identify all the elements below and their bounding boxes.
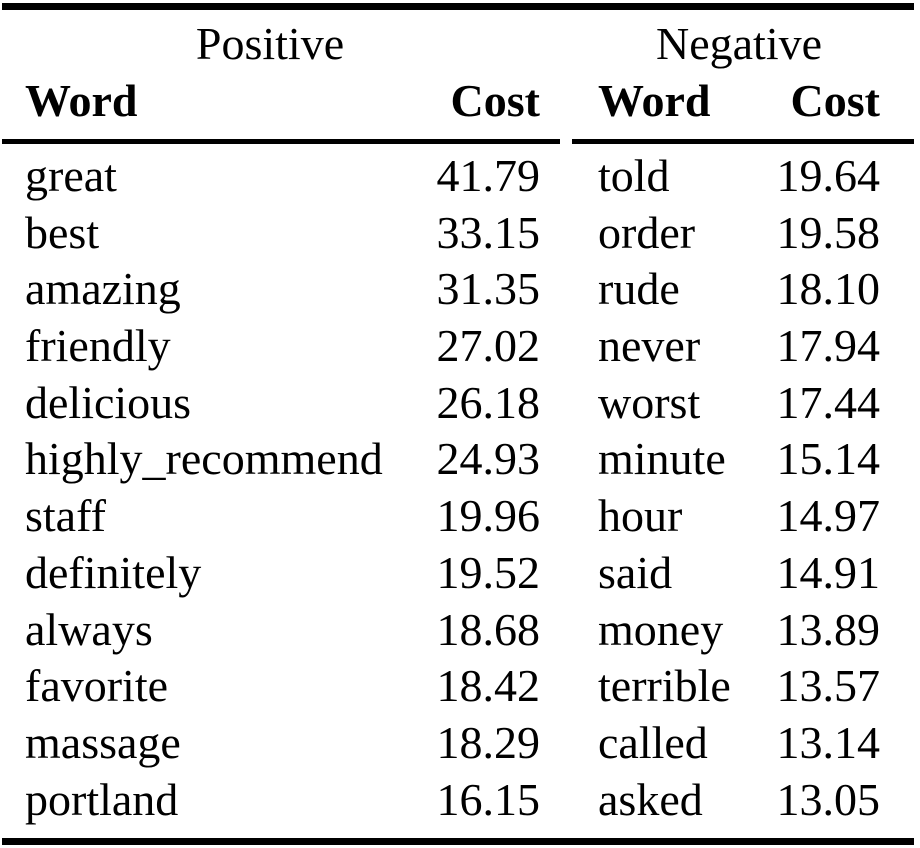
positive-cost-cell: 33.15 xyxy=(436,206,541,258)
negative-cost-cell: 19.64 xyxy=(776,150,881,201)
positive-cost-cell: 18.68 xyxy=(436,603,541,655)
column-header-row: Word Cost Word Cost xyxy=(0,72,920,130)
table-row: always 18.68 money 13.89 xyxy=(0,602,920,659)
table-row: great 41.79 told 19.64 xyxy=(0,148,920,205)
negative-cost-cell: 18.10 xyxy=(776,263,881,315)
negative-cost-cell: 19.58 xyxy=(776,206,881,258)
negative-cost-cell: 13.14 xyxy=(776,716,881,768)
negative-cost-cell: 14.97 xyxy=(776,490,881,542)
table-row: friendly 27.02 never 17.94 xyxy=(0,318,920,375)
negative-word-cell: hour xyxy=(598,490,683,542)
negative-word-cell: order xyxy=(598,206,696,258)
positive-word-cell: highly_recommend xyxy=(25,433,383,485)
negative-word-cell: asked xyxy=(598,773,703,825)
negative-word-cell: money xyxy=(598,603,724,655)
table-row: portland 16.15 asked 13.05 xyxy=(0,772,920,829)
group-header-row: Positive Negative xyxy=(0,16,920,72)
positive-word-cell: staff xyxy=(25,490,106,542)
positive-group-header: Positive xyxy=(195,18,345,69)
positive-cost-cell: 16.15 xyxy=(436,773,541,825)
positive-word-column-header: Word xyxy=(25,75,138,126)
negative-word-cell: worst xyxy=(598,376,701,428)
negative-cost-cell: 13.05 xyxy=(776,773,881,825)
positive-cost-column-header: Cost xyxy=(450,75,540,126)
positive-word-cell: favorite xyxy=(25,660,169,712)
negative-word-cell: terrible xyxy=(598,660,731,712)
positive-cost-cell: 26.18 xyxy=(436,376,541,428)
positive-mid-rule xyxy=(2,139,560,144)
positive-cost-cell: 31.35 xyxy=(436,263,541,315)
table-row: highly_recommend 24.93 minute 15.14 xyxy=(0,431,920,488)
table-row: massage 18.29 called 13.14 xyxy=(0,715,920,772)
negative-cost-cell: 17.94 xyxy=(776,320,881,372)
positive-cost-cell: 24.93 xyxy=(436,433,541,485)
negative-cost-cell: 13.89 xyxy=(776,603,881,655)
table-row: delicious 26.18 worst 17.44 xyxy=(0,375,920,432)
table-top-rule xyxy=(2,3,914,10)
positive-word-cell: friendly xyxy=(25,320,171,372)
table-body: great 41.79 told 19.64 best 33.15 order … xyxy=(0,148,920,828)
positive-word-cell: best xyxy=(25,206,100,258)
table-bottom-rule xyxy=(2,838,914,845)
table-row: definitely 19.52 said 14.91 xyxy=(0,545,920,602)
positive-word-cell: massage xyxy=(25,716,181,768)
positive-word-cell: delicious xyxy=(25,376,192,428)
negative-group-header: Negative xyxy=(655,18,823,69)
table-row: best 33.15 order 19.58 xyxy=(0,205,920,262)
negative-cost-cell: 17.44 xyxy=(776,376,881,428)
positive-cost-cell: 27.02 xyxy=(436,320,541,372)
positive-cost-cell: 41.79 xyxy=(436,150,541,201)
negative-word-cell: rude xyxy=(598,263,680,315)
positive-cost-cell: 19.96 xyxy=(436,490,541,542)
positive-cost-cell: 18.42 xyxy=(436,660,541,712)
positive-word-cell: always xyxy=(25,603,153,655)
negative-word-cell: told xyxy=(598,150,670,201)
negative-word-column-header: Word xyxy=(598,75,711,126)
positive-cost-cell: 19.52 xyxy=(436,546,541,598)
negative-cost-cell: 15.14 xyxy=(776,433,881,485)
positive-word-cell: definitely xyxy=(25,546,202,598)
positive-cost-cell: 18.29 xyxy=(436,716,541,768)
positive-word-cell: portland xyxy=(25,773,179,825)
negative-cost-column-header: Cost xyxy=(790,75,880,126)
negative-word-cell: said xyxy=(598,546,673,598)
positive-word-cell: amazing xyxy=(25,263,181,315)
negative-cost-cell: 14.91 xyxy=(776,546,881,598)
table-row: amazing 31.35 rude 18.10 xyxy=(0,261,920,318)
negative-cost-cell: 13.57 xyxy=(776,660,881,712)
negative-word-cell: minute xyxy=(598,433,726,485)
table-row: favorite 18.42 terrible 13.57 xyxy=(0,658,920,715)
negative-word-cell: called xyxy=(598,716,708,768)
negative-word-cell: never xyxy=(598,320,701,372)
table-row: staff 19.96 hour 14.97 xyxy=(0,488,920,545)
negative-mid-rule xyxy=(572,139,914,144)
positive-word-cell: great xyxy=(25,150,117,201)
